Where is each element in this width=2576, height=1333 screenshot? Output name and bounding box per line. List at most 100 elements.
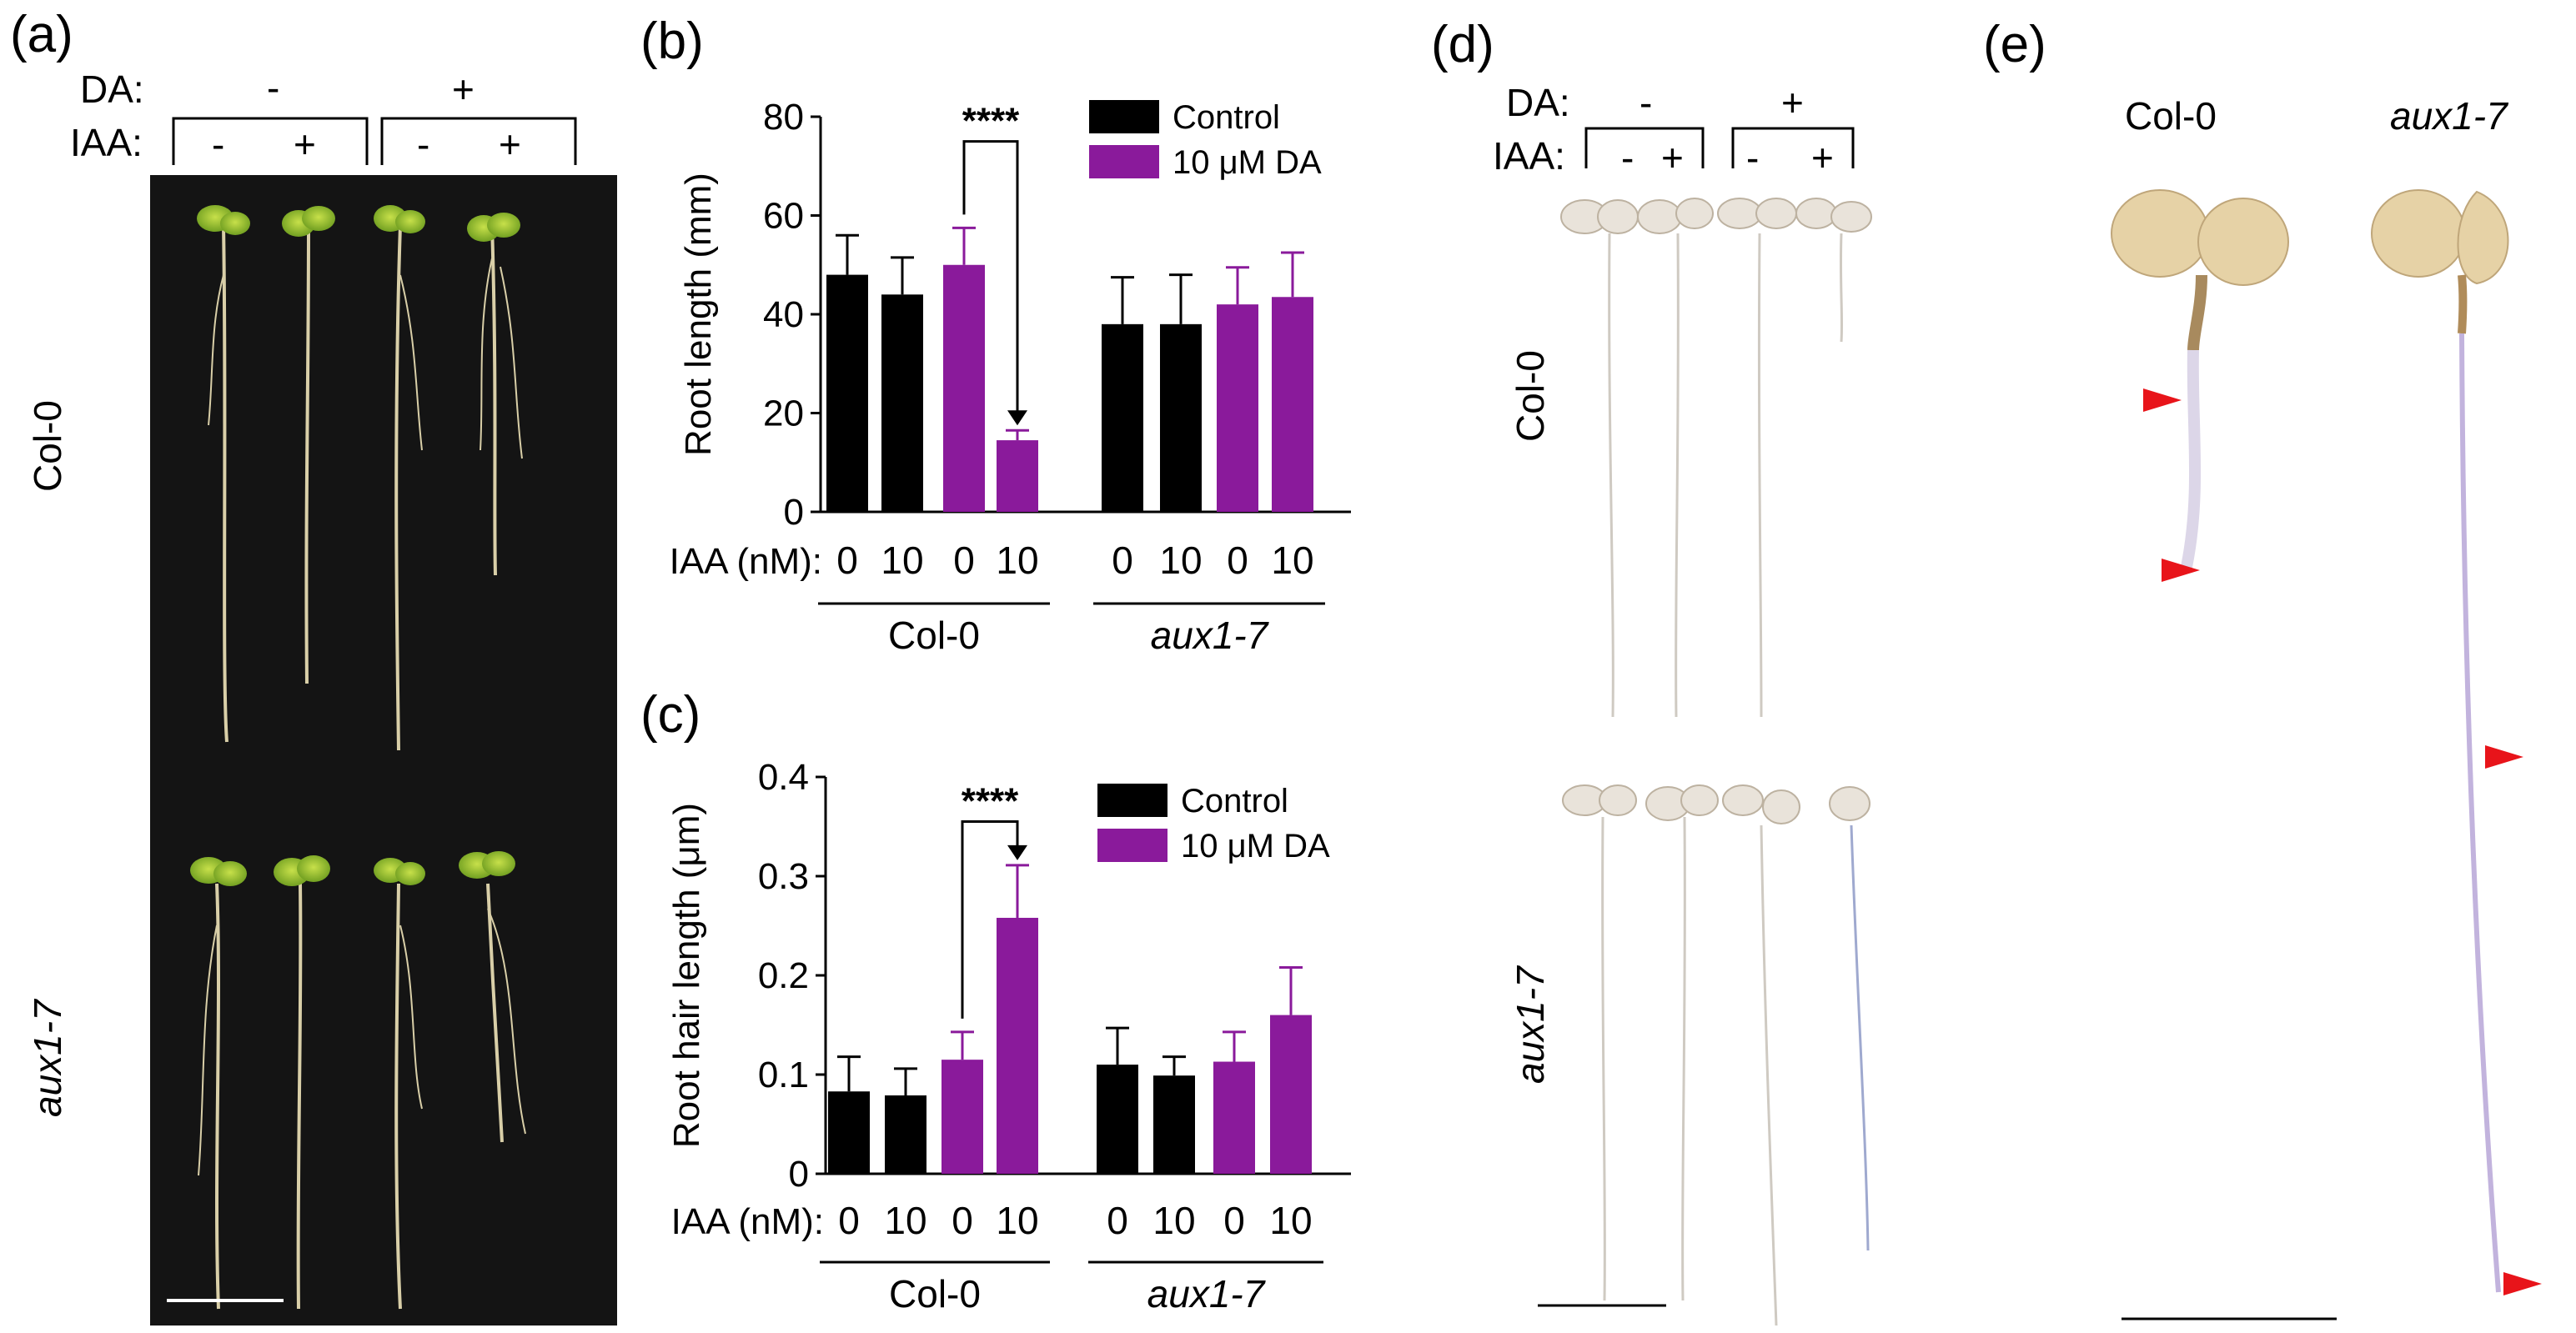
x-tick-label: 10 [996,539,1038,582]
da-label: DA: [80,68,144,111]
significance-stars: **** [962,101,1020,142]
bar [885,1095,926,1174]
y-tick-label: 80 [763,97,804,138]
y-tick-label: 0.3 [758,856,809,897]
da-plus: + [1781,81,1804,124]
legend-label: Control [1173,99,1280,136]
bar [1217,304,1258,512]
bar [1097,1065,1138,1174]
treatment-brackets [172,117,577,165]
stained-seedlings-closeup [2111,189,2542,1320]
genotype-label: Col-0 [2125,94,2217,138]
group-label: aux1-7 [1151,614,1269,657]
gus-stained-seedlings [1538,198,1872,1326]
cotyledons [1562,784,1870,824]
genotype-label: aux1-7 [1509,966,1552,1084]
bar [1270,1015,1312,1174]
roots [1608,233,1844,718]
x-tick-label: 10 [1271,539,1313,582]
legend-label: 10 μM DA [1173,144,1322,181]
leaves [190,851,515,886]
genotype-label: aux1-7 [26,1000,69,1117]
significance-arrow [1007,410,1027,426]
x-tick-label: 0 [1112,539,1133,582]
y-tick-label: 40 [763,294,804,335]
legend-swatch [1089,100,1159,133]
seedling [198,883,526,1310]
bar [881,294,923,512]
hypocotyl [2187,274,2207,351]
da-plus: + [452,68,475,111]
x-tick-label: 10 [1269,1199,1312,1242]
iaa-minus: - [1746,136,1760,179]
x-tick-label: 0 [838,1199,860,1242]
genotype-label: Col-0 [26,400,69,492]
y-axis-label: Root hair length (μm) [666,803,707,1148]
x-tick-label: 10 [881,539,923,582]
bar [1213,1061,1255,1174]
iaa-minus: - [212,123,225,166]
iaa-plus: + [1661,136,1684,179]
legend-label: Control [1181,783,1288,819]
root-hair-length-chart: 0 0.1 0.2 0.3 0.4 Root hair length (μm) 0 10 0 10… [666,757,1351,1315]
x-tick-label: 0 [1227,539,1248,582]
plate-photo [150,175,617,1325]
bar [942,1060,983,1174]
iaa-plus: + [294,123,316,166]
genotype-label: Col-0 [1509,350,1552,442]
y-tick-label: 60 [763,196,804,237]
bar [943,264,985,512]
root-length-chart: 0 20 40 60 80 Root length (mm) 0 10 0 10 0 10 0 10 IAA… [670,97,1351,657]
panel-label-d: (d) [1431,16,1494,73]
legend-label: 10 μM DA [1181,828,1330,864]
group-label: Col-0 [889,1272,981,1315]
y-tick-label: 0 [784,492,804,533]
bar [1102,323,1143,512]
iaa-plus: + [1811,136,1834,179]
iaa-minus: - [1621,136,1634,179]
cotyledons [2111,189,2509,286]
y-tick-label: 0.2 [758,955,809,996]
iaa-label: IAA: [1493,134,1565,178]
panel-label-b: (b) [640,13,704,70]
iaa-minus: - [417,123,430,166]
iaa-plus: + [499,123,521,166]
x-axis-prefix: IAA (nM): [671,1201,824,1242]
da-label: DA: [1506,81,1570,124]
hypocotyl [2458,274,2468,334]
x-tick-label: 10 [1152,1199,1195,1242]
bar [1272,297,1313,512]
y-axis-label: Root length (mm) [678,173,719,456]
y-tick-label: 20 [763,393,804,434]
bar [1160,323,1202,512]
seedlings-plate [167,205,526,1310]
genotype-label: aux1-7 [2390,94,2508,138]
legend-swatch [1089,145,1159,178]
significance-arrow [1007,844,1027,860]
iaa-label: IAA: [70,121,143,164]
significance-bracket [962,140,1019,413]
y-tick-label: 0.1 [758,1055,809,1095]
leaves [197,205,520,242]
x-tick-label: 10 [996,1199,1038,1242]
panel-label-e: (e) [1983,16,2046,73]
cotyledons [1560,198,1872,234]
seedling [208,224,523,751]
da-minus: - [267,66,280,109]
root [2181,349,2202,569]
group-label: aux1-7 [1147,1272,1266,1315]
significance-stars: **** [962,781,1019,822]
red-arrowhead [2143,388,2542,1295]
group-label: Col-0 [888,614,980,657]
x-tick-label: 10 [884,1199,926,1242]
root [2459,333,2501,1293]
x-tick-label: 0 [952,1199,973,1242]
bar [1153,1075,1195,1174]
legend-swatch [1097,784,1167,817]
legend-swatch [1097,829,1167,862]
x-tick-label: 10 [1159,539,1202,582]
x-tick-label: 0 [953,539,975,582]
significance-bracket [961,820,1019,1019]
bar [826,274,868,512]
y-tick-label: 0 [789,1154,809,1195]
